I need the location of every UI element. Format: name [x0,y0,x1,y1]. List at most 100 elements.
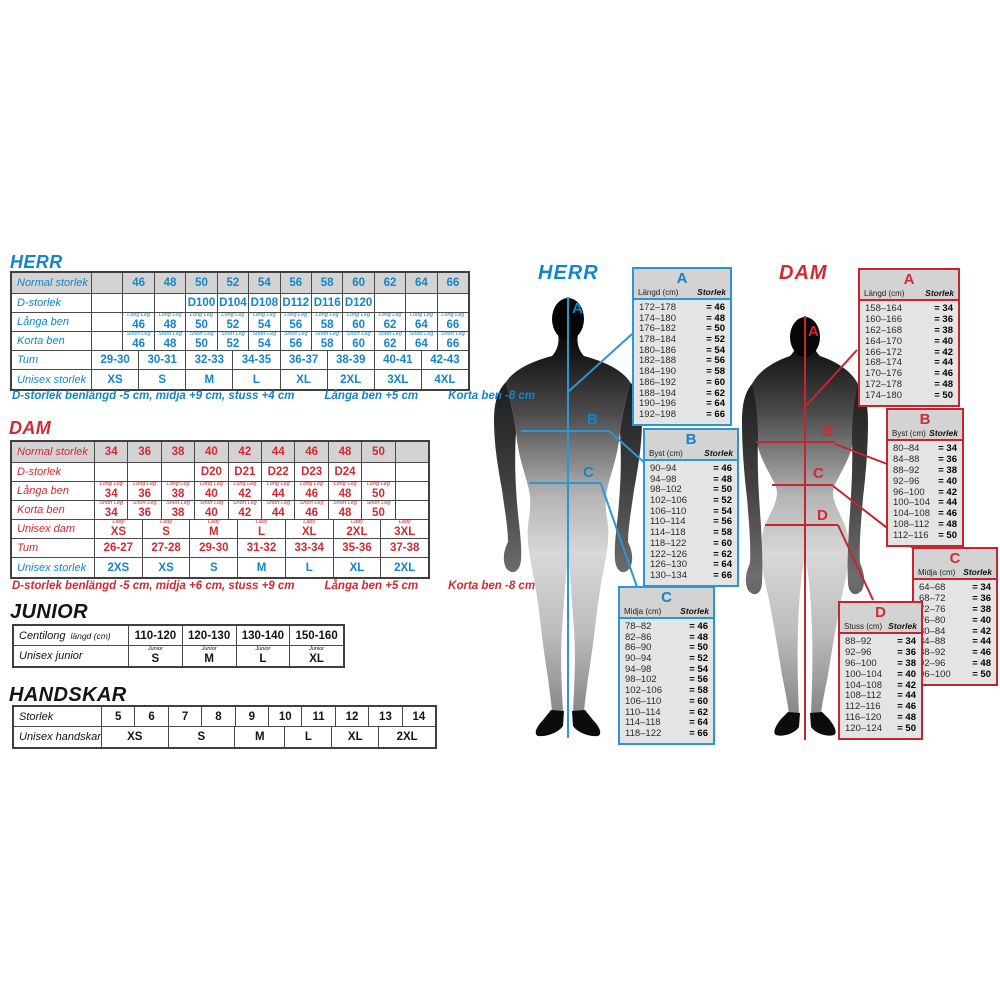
size-value: = 48 [689,631,708,643]
table-cell: 11 [302,707,336,726]
table-cell: D22 [262,463,296,481]
fit-table-row: 126–130 = 64 [650,559,732,571]
cell-value: 3XL [387,373,409,386]
cell-unit-label: Lady [303,520,316,526]
size-value: = 60 [706,376,725,388]
size-value: = 52 [689,653,708,665]
measure-range: 176–182 [639,323,676,335]
size-value: = 66 [713,569,732,581]
table-cell: D108 [249,294,281,312]
cell-unit-label: Long Leg [300,482,324,488]
dam-footnote-langa-ben: Långa ben +5 cm [324,580,419,592]
table-cell: 38-39 [328,351,375,369]
cell-value: 54 [257,337,271,350]
size-value: = 50 [689,642,708,654]
cell-unit-label: Short Leg [252,332,277,338]
cell-value: 46 [305,506,319,519]
table-cell: 32-33 [186,351,234,369]
herr-size-table: Normal storlek 46 48 50 52 54 56 58 60 62 64 66 D-st… [10,271,470,391]
table-cell [155,294,187,312]
cell-value: 34 [104,446,118,458]
size-value: = 48 [713,473,732,485]
table-cell: D24 [329,463,363,481]
cell-value: 50 [372,446,385,458]
table-cell: Short Leg 36 [128,501,162,519]
measure-range: 72–76 [919,603,946,615]
table-cell: Short Leg 34 [95,501,129,519]
measure-range: 102–106 [625,685,662,697]
fit-table-row: 76–80 = 40 [919,615,991,627]
cell-value: 7 [181,710,189,723]
fit-table-row: 68–72 = 36 [919,593,991,605]
table-cell: 4XL [422,370,468,389]
measure-range: 78–82 [625,621,652,632]
measure-range: 112–116 [893,530,929,542]
measure-range: 110–114 [650,516,686,528]
table-cell: 35-36 [334,539,382,557]
row-label: Normal storlek [12,273,92,293]
size-value: = 46 [938,508,957,520]
table-row: Tum 26-27 27-28 29-30 31-32 33-34 35-36 37-38 [12,539,428,558]
measure-column-label: Byst (cm) [892,429,926,438]
table-cell: 66 [438,273,468,293]
herr-figure-title: HERR [538,262,599,284]
cell-value: 11 [312,710,325,723]
cell-value: XL [349,561,365,574]
size-value: = 34 [934,303,953,314]
table-cell: Short Leg 54 [249,332,281,350]
cell-unit-label: Short Leg [132,501,157,507]
fit-table-row: 96–100 = 38 [845,658,916,670]
cell-unit-label: Lady [350,520,363,526]
fit-table-row: 164–170 = 40 [865,336,953,348]
size-value: = 62 [689,706,708,718]
table-cell: 48 [155,273,187,293]
size-value: = 52 [713,495,732,507]
herr-section-title: HERR [10,252,63,272]
size-value: = 50 [938,530,957,542]
cell-value: 120-130 [188,629,231,642]
cell-unit-label: Short Leg [333,501,357,507]
cell-value: 58 [320,318,334,331]
cell-value: 48 [163,337,177,350]
cell-unit-label: Short Leg [283,332,308,338]
measure-range: 86–90 [625,642,652,654]
fit-table-row: 162–168 = 38 [865,325,953,337]
fit-table-row: 100–104 = 40 [845,669,916,681]
table-cell [396,442,428,462]
measure-range: 158–164 [865,303,902,314]
fit-table-row: 94–98 = 48 [650,473,732,486]
table-cell: L [285,727,333,747]
table-row: Unisex handskar XS S M L XL 2XL [14,727,435,747]
cell-value: M [256,561,267,574]
row-cells: XS S M L XL 2XL 3XL 4XL [92,370,468,389]
cell-value: 2XL [394,561,416,574]
dam-bust-fit-table: B Byst (cm) Storlek 80–84 = 34 84–88 = 36 88–92… [886,408,964,548]
cell-unit-label: Short Leg [99,501,124,507]
female-right-foot [810,712,836,736]
fit-table-row: 96–100 = 42 [893,487,957,499]
table-row: Normal storlek 34 36 38 40 42 44 46 48 50 [12,442,428,463]
fit-table-row: 188–194 = 62 [639,388,725,400]
size-value: = 64 [706,398,725,410]
size-value: = 50 [897,723,916,735]
cell-value: 30-31 [147,354,177,366]
cell-value: 5 [115,710,122,723]
cell-value: 46 [132,277,146,289]
size-value: = 48 [972,658,991,670]
measure-column-label: Stuss (cm) [844,622,883,631]
row-label: Unisex handskar [14,727,102,747]
row-cells: 2XS XS S M L XL 2XL [95,558,428,577]
dam-figure-title: DAM [779,262,828,284]
table-cell: Short Leg 52 [218,332,250,350]
measure-range: 90–94 [650,463,677,474]
size-value: = 46 [972,647,991,659]
measure-range: 116–120 [845,712,882,724]
size-value: = 62 [713,548,732,560]
cell-value: 32-33 [194,354,225,366]
measure-range: 92–96 [919,658,946,670]
table-cell: Short Leg 60 [343,332,375,350]
table-cell: 64 [406,273,438,293]
measure-range: 104–108 [893,508,930,520]
table-row: Centilong längd (cm) 110-120 120-130 130-140… [14,626,343,646]
table-cell: Short Leg 46 [123,332,155,350]
